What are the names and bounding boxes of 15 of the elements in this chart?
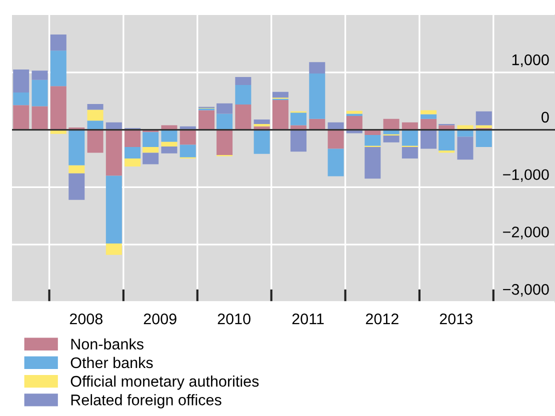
x-tick-label: 2009	[144, 314, 176, 324]
y-tick-label: −2,000	[503, 226, 549, 240]
y-tick-label: 1,000	[512, 54, 549, 68]
x-tick-label: 2010	[218, 314, 250, 324]
y-tick-label: −1,000	[503, 169, 549, 182]
x-tick-label: 2008	[70, 314, 102, 324]
y-tick-label: −3,000	[503, 284, 549, 297]
legend-label: Non-banks	[71, 338, 144, 350]
y-tick-label: 0	[542, 112, 549, 123]
legend-label: Related foreign offices	[71, 394, 222, 408]
legend-label: Official monetary authorities	[70, 376, 259, 390]
x-tick-label: 2013	[440, 314, 472, 324]
x-tick-label: 2011	[292, 314, 324, 324]
legend-label: Other banks	[70, 356, 153, 368]
x-tick-label: 2012	[366, 314, 398, 324]
